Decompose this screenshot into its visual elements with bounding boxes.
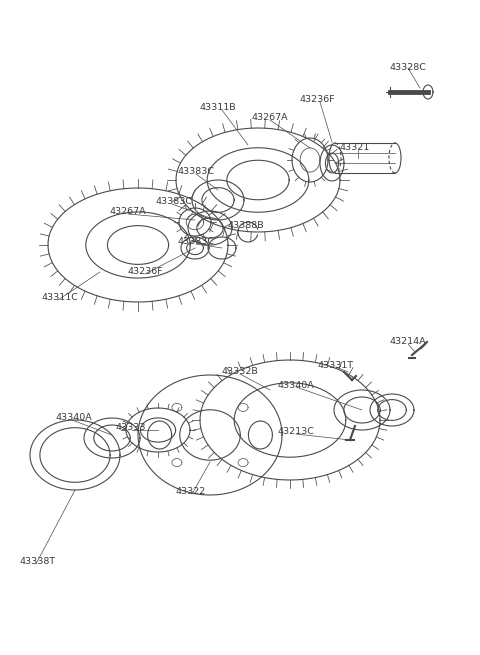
Text: 43333: 43333 — [115, 424, 145, 432]
Text: 43267A: 43267A — [110, 208, 146, 217]
Text: 43388B: 43388B — [228, 221, 264, 229]
Text: 43338T: 43338T — [20, 557, 56, 567]
Text: 43383C: 43383C — [178, 238, 215, 246]
Text: 43322: 43322 — [175, 487, 205, 496]
Text: 43321: 43321 — [340, 143, 370, 153]
Text: 43311B: 43311B — [200, 103, 237, 113]
Text: 43328C: 43328C — [390, 64, 427, 73]
Text: 43331T: 43331T — [318, 360, 354, 369]
Text: 43340A: 43340A — [55, 413, 92, 422]
Text: 43236F: 43236F — [128, 267, 164, 276]
Text: 43213C: 43213C — [278, 428, 315, 436]
Text: 43236F: 43236F — [300, 96, 336, 105]
Text: 43383C: 43383C — [155, 198, 192, 206]
Text: 43214A: 43214A — [390, 337, 427, 346]
Text: 43340A: 43340A — [278, 381, 315, 390]
Text: 43311C: 43311C — [42, 293, 79, 303]
Text: 43267A: 43267A — [252, 113, 288, 122]
Text: 43332B: 43332B — [222, 367, 259, 377]
Text: 43383C: 43383C — [178, 168, 215, 176]
